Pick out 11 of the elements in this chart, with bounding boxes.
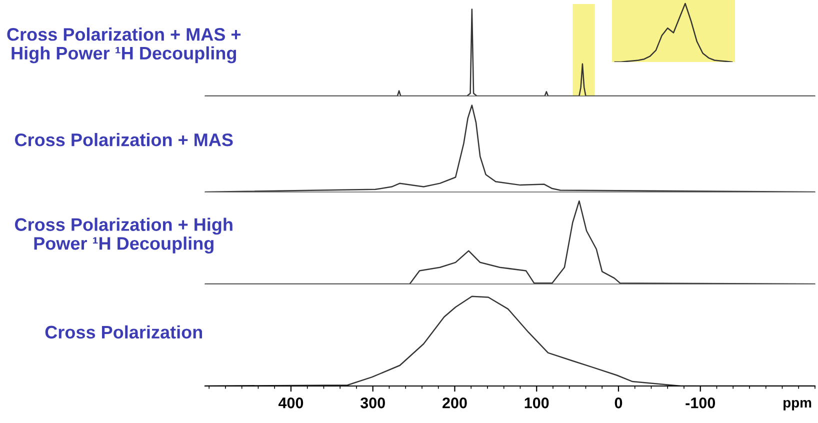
- x-tick-label: -100: [686, 398, 716, 408]
- x-tick-label: 400: [278, 398, 304, 408]
- text: Cross Polarization + MAS + High Power ¹H Decoupling: [7, 28, 241, 64]
- x-tick-label: 200: [442, 398, 467, 408]
- text: Cross Polarization + MAS: [15, 132, 233, 146]
- x-tick-label: 0: [614, 398, 622, 408]
- text: Cross Polarization: [45, 325, 202, 339]
- x-tick-label: 300: [360, 398, 385, 408]
- x-axis-title: ppm: [784, 400, 812, 410]
- text: Cross Polarization + High Power ¹H Decoupling: [15, 218, 232, 254]
- x-tick-label: 100: [524, 398, 549, 408]
